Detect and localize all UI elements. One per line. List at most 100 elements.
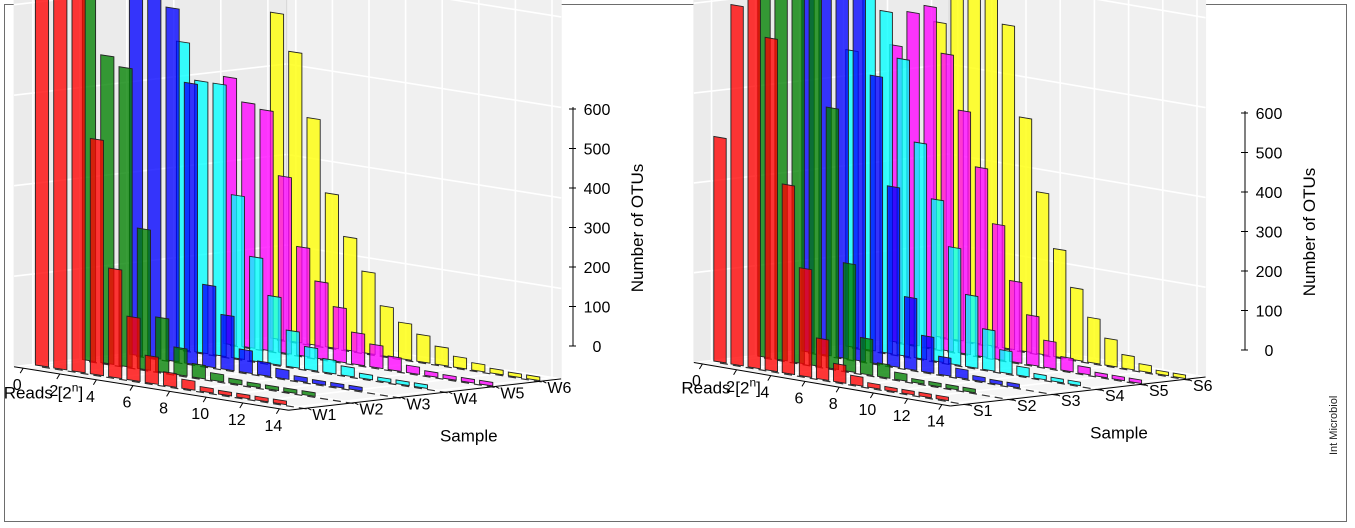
sample-tick — [1011, 398, 1017, 402]
bar-S2-8 — [894, 371, 908, 382]
x-tick-label: 0 — [13, 377, 22, 394]
series-S1 — [713, 0, 949, 402]
bar-S5-9 — [1043, 339, 1057, 370]
bar-S6-14 — [1172, 372, 1187, 380]
bar-W3-6 — [238, 348, 253, 375]
sample-tick — [354, 402, 359, 406]
bar-W5-13 — [460, 376, 475, 384]
bar-W3-11 — [330, 381, 345, 389]
sample-axis-line — [288, 378, 562, 411]
x-tick-label: 14 — [265, 418, 283, 435]
x-tick-label: 8 — [829, 396, 838, 413]
z-axis-label: Number of OTUs — [628, 164, 647, 292]
bar-W2-5 — [173, 346, 188, 377]
bar-W4-4 — [249, 255, 264, 363]
z-tick-label: 100 — [1256, 304, 1283, 321]
bar-S1-0 — [713, 135, 727, 364]
sample-axis-label: Sample — [1090, 424, 1148, 443]
x-axis-label-close: ] — [756, 378, 761, 397]
sample-tick-label: W1 — [312, 407, 336, 424]
bar-W5-7 — [351, 331, 366, 367]
bar-S2-7 — [877, 362, 891, 379]
bar-S3-6 — [903, 295, 918, 371]
chart-panel-2: 0 2 4 6 8 10 12 14 Reads [2n] S1 S2 S3 S4 S5 S6 Sample 0… — [681, 0, 1319, 443]
bar-W5-12 — [442, 373, 457, 381]
bar-S1-8 — [850, 374, 864, 387]
x-tick-label: 12 — [893, 408, 911, 425]
sample-tick-label: W2 — [359, 402, 383, 419]
bar-W4-10 — [358, 372, 374, 381]
bar-S6-11 — [1121, 353, 1135, 371]
sample-tick-label: S2 — [1017, 398, 1037, 415]
grid-line-x — [941, 0, 1198, 406]
x-tick-label: 4 — [760, 385, 769, 402]
bar-S1-2 — [747, 0, 761, 370]
bar-S3-10 — [972, 374, 986, 383]
bar-S6-12 — [1138, 363, 1152, 374]
bar-W2-7 — [210, 372, 225, 383]
z-tick-label: 300 — [584, 221, 611, 238]
x-tick — [835, 386, 840, 393]
bar-W3-3 — [183, 81, 198, 366]
bar-S5-10 — [1060, 355, 1074, 373]
x-tick-label: 10 — [859, 402, 877, 419]
bar-S6-8 — [1070, 286, 1084, 362]
grid-line-x — [279, 0, 553, 410]
bar-W1-8 — [181, 378, 196, 391]
bar-W1-7 — [163, 371, 178, 388]
sample-tick — [542, 380, 547, 384]
bar-S5-12 — [1094, 371, 1108, 379]
bar-W3-8 — [275, 367, 290, 380]
series-W4 — [175, 40, 428, 390]
bar-W1-11 — [236, 392, 251, 400]
bar-S1-1 — [730, 3, 744, 367]
sample-tick — [1143, 383, 1149, 387]
bar-W6-8 — [416, 333, 431, 364]
bar-S5-8 — [1026, 314, 1040, 367]
x-tick — [56, 373, 61, 380]
x-tick — [129, 385, 134, 391]
bar-S6-9 — [1087, 316, 1101, 365]
bar-W4-11 — [377, 376, 392, 384]
bar-S5-11 — [1077, 365, 1091, 376]
sample-tick-label: S4 — [1105, 388, 1125, 405]
x-axis-label: Reads [2n] — [4, 380, 83, 402]
x-tick — [869, 392, 874, 399]
bar-W3-7 — [257, 360, 272, 378]
sample-tick — [495, 386, 500, 389]
z-tick-label: 500 — [1256, 146, 1283, 163]
x-tick — [202, 396, 207, 403]
bar-S4-11 — [1033, 372, 1047, 381]
bar-S5-13 — [1111, 374, 1125, 382]
bar-W5-10 — [405, 364, 421, 375]
bar-S2-5 — [842, 262, 857, 374]
bar-S3-4 — [869, 74, 884, 366]
bar-W6-7 — [398, 321, 413, 361]
bar-S4-7 — [965, 293, 979, 369]
bar-W2-8 — [228, 377, 243, 386]
bar-W4-13 — [413, 382, 428, 390]
bar-W1-13 — [272, 398, 287, 406]
x-tick-label: 14 — [927, 414, 945, 431]
bar-W6-14 — [526, 374, 541, 382]
sample-tick-label: W6 — [547, 380, 571, 397]
bar-W5-14 — [479, 379, 494, 387]
bar-W2-12 — [301, 390, 316, 397]
sample-tick — [967, 403, 973, 407]
sample-tick-label: S5 — [1149, 383, 1169, 400]
bar-S1-9 — [867, 382, 881, 390]
z-tick-label: 200 — [1256, 264, 1283, 281]
x-tick — [239, 402, 244, 409]
sample-tick-label: S3 — [1061, 393, 1081, 410]
bar-W4-9 — [340, 365, 355, 378]
bar-S3-7 — [921, 334, 935, 374]
bar-S1-7 — [833, 362, 847, 384]
sample-axis-label: Sample — [440, 427, 498, 446]
z-tick-label: 400 — [584, 181, 611, 198]
chart-panel-1: 0 2 4 6 8 10 12 14 Reads [2n] W1 W2 W3 W4 W5 W6 Sample 0… — [4, 0, 647, 446]
bar-W1-10 — [217, 389, 233, 397]
grid-line-sample — [710, 0, 969, 405]
bar-W4-6 — [285, 329, 300, 369]
x-tick-label: 0 — [692, 373, 701, 390]
bar-W2-11 — [283, 387, 298, 395]
